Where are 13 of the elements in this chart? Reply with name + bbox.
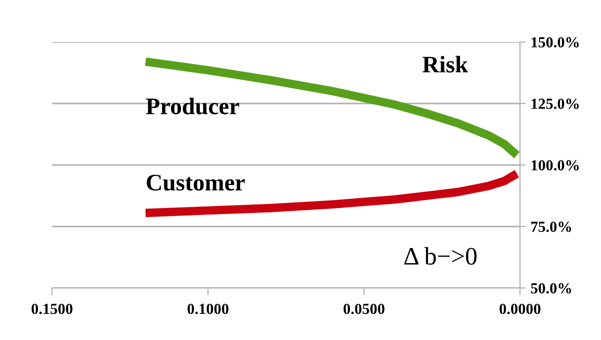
x-tick-label: 0.0500	[344, 304, 384, 314]
y-tick-label: 75.0%	[531, 222, 571, 232]
x-tick-label: 0.0000	[500, 304, 540, 314]
series-label: Producer	[146, 98, 240, 114]
y-tick-label: 150.0%	[532, 37, 579, 48]
x-tick-label: 0.1500	[32, 304, 72, 314]
y-tick-label: 100.0%	[532, 160, 579, 171]
series-label: Customer	[146, 174, 245, 191]
annotation: Δ b−>0	[404, 247, 477, 265]
y-tick-label: 50.0%	[531, 283, 571, 294]
x-tick-label: 0.1000	[188, 304, 228, 314]
annotation: Risk	[422, 56, 468, 73]
y-tick-label: 125.0%	[532, 98, 579, 110]
